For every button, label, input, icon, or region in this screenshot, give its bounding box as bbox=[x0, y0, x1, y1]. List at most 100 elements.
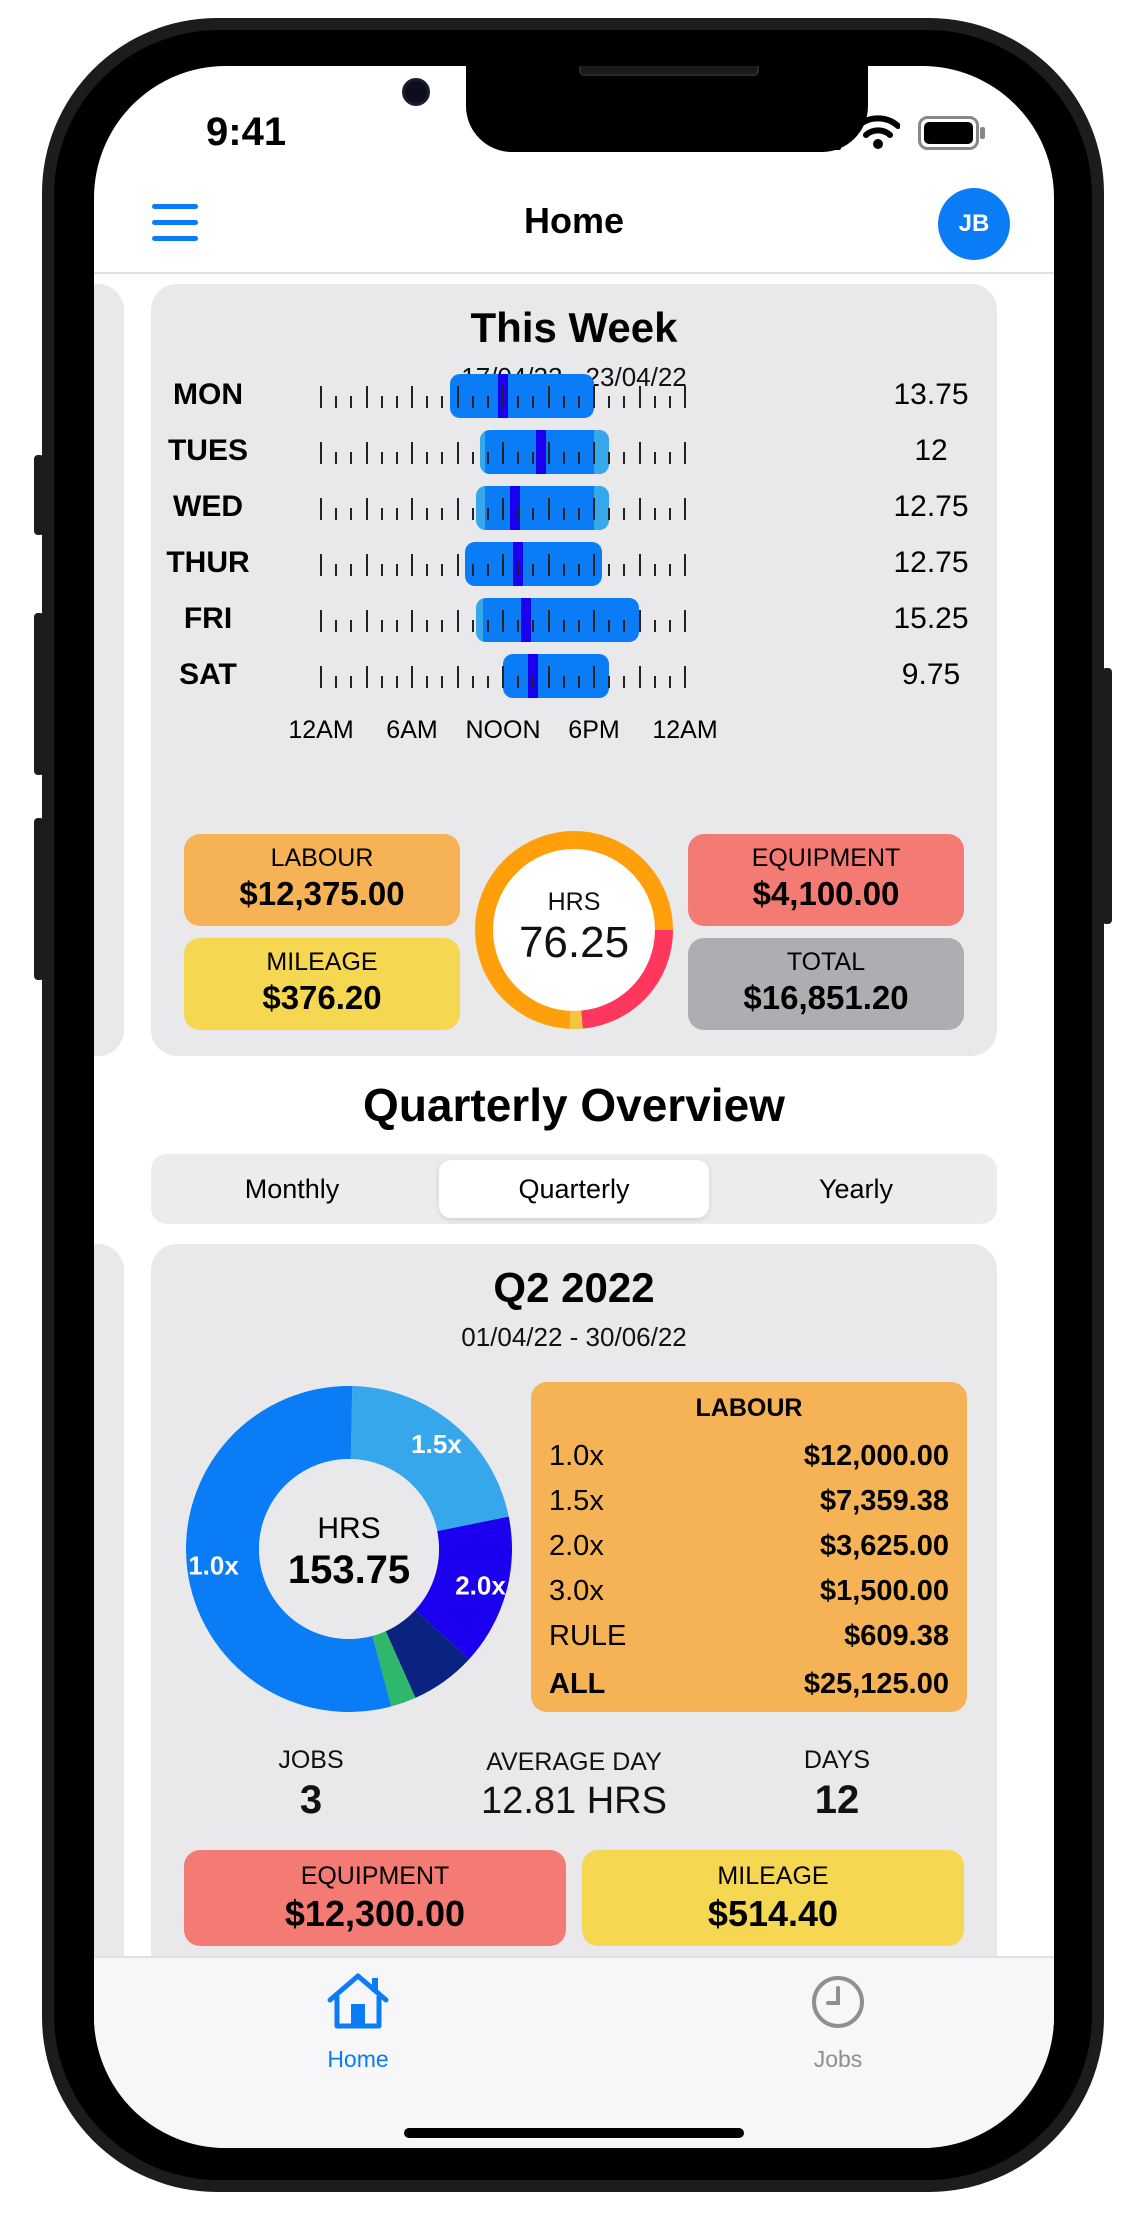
week-equipment-label: EQUIPMENT bbox=[751, 844, 901, 872]
quarter-date-range: 01/04/22 - 30/06/22 bbox=[461, 1322, 687, 1352]
timeline-tick bbox=[335, 508, 338, 520]
shift-light-segment bbox=[593, 486, 610, 530]
screen: 9:41 Home JB This Week 17/04/22 - 23/04/… bbox=[94, 66, 1054, 2148]
timeline-tick bbox=[668, 676, 671, 688]
timeline-tick bbox=[593, 386, 595, 408]
week-total-value: $16,851.20 bbox=[743, 979, 909, 1016]
timeline-tick bbox=[532, 620, 535, 632]
timeline-axis-label: 6PM bbox=[568, 716, 620, 744]
quarter-mileage-value: $514.40 bbox=[707, 1893, 839, 1934]
quarter-equipment-box: EQUIPMENT $12,300.00 bbox=[184, 1850, 566, 1946]
timeline-tick bbox=[517, 508, 520, 520]
tab-monthly[interactable]: Monthly bbox=[244, 1174, 340, 1204]
previous-week-card[interactable] bbox=[94, 284, 124, 1056]
home-indicator bbox=[404, 2128, 744, 2138]
week-mileage-box: MILEAGE $376.20 bbox=[184, 938, 460, 1030]
timeline-tick bbox=[623, 676, 626, 688]
quarter-equipment-label: EQUIPMENT bbox=[300, 1862, 450, 1890]
timeline-tick bbox=[547, 442, 550, 464]
labour-row-key: 1.5x bbox=[549, 1485, 604, 1517]
timeline-tick bbox=[350, 620, 353, 632]
timeline-tick bbox=[562, 396, 565, 408]
week-total-box: TOTAL $16,851.20 bbox=[688, 938, 964, 1030]
week-day-hours: 12.75 bbox=[893, 490, 969, 523]
timeline-tick bbox=[593, 498, 595, 520]
tab-home[interactable]: Home bbox=[284, 1966, 432, 2076]
tab-jobs[interactable]: Jobs bbox=[764, 1966, 912, 2076]
power-button bbox=[1102, 668, 1112, 924]
timeline-tick bbox=[684, 442, 686, 464]
timeline-tick bbox=[593, 442, 595, 464]
timeline-tick bbox=[668, 564, 671, 576]
timeline-tick bbox=[562, 676, 565, 688]
timeline-tick bbox=[380, 396, 383, 408]
donut-segment bbox=[372, 1631, 416, 1707]
notch bbox=[402, 66, 868, 152]
timeline-tick bbox=[517, 452, 520, 464]
timeline-tick bbox=[486, 620, 489, 632]
labour-row-value: $609.38 bbox=[844, 1620, 949, 1652]
timeline-tick bbox=[668, 508, 671, 520]
tab-quarterly[interactable]: Quarterly bbox=[439, 1160, 709, 1218]
timeline-tick bbox=[335, 676, 338, 688]
timeline-tick bbox=[411, 442, 413, 464]
volume-up-button bbox=[34, 613, 44, 775]
timeline-tick bbox=[380, 564, 383, 576]
week-total-label: TOTAL bbox=[786, 948, 866, 976]
timeline-tick bbox=[608, 508, 611, 520]
week-equipment-box: EQUIPMENT $4,100.00 bbox=[688, 834, 964, 926]
avatar[interactable]: JB bbox=[938, 188, 1010, 260]
week-day-hours: 12 bbox=[914, 434, 948, 467]
week-day-hours: 12.75 bbox=[893, 546, 969, 579]
tab-bar: Home Jobs bbox=[94, 1956, 1054, 2148]
timeline-tick bbox=[684, 498, 686, 520]
timeline-tick bbox=[320, 498, 322, 520]
timeline-tick bbox=[426, 452, 429, 464]
timeline-tick bbox=[577, 508, 580, 520]
timeline-tick bbox=[623, 452, 626, 464]
mute-switch bbox=[34, 455, 44, 535]
tab-jobs-label: Jobs bbox=[813, 2046, 863, 2072]
previous-quarter-card[interactable] bbox=[94, 1244, 124, 2044]
period-segmented-control: Monthly Quarterly Yearly bbox=[151, 1154, 997, 1224]
timeline-tick bbox=[502, 498, 504, 520]
labour-row-value: $12,000.00 bbox=[803, 1440, 949, 1472]
this-week-card[interactable]: This Week 17/04/22 - 23/04/22 MON13.75TU… bbox=[151, 284, 997, 1056]
timeline-tick bbox=[486, 564, 489, 576]
week-day-label: SAT bbox=[179, 658, 237, 691]
timeline-tick bbox=[562, 508, 565, 520]
shift-light-segment bbox=[594, 430, 610, 474]
timeline-tick bbox=[350, 564, 353, 576]
week-day-shift-bar[interactable] bbox=[480, 430, 610, 474]
week-mileage-value: $376.20 bbox=[262, 979, 382, 1016]
timeline-tick bbox=[486, 508, 489, 520]
labour-row: 1.5x $7,359.38 bbox=[549, 1485, 949, 1529]
week-day-shift-bar[interactable] bbox=[449, 374, 594, 418]
timeline-tick bbox=[638, 610, 641, 632]
week-title: This Week bbox=[470, 304, 678, 351]
average-day-value: 12.81 HRS bbox=[481, 1780, 667, 1822]
quarter-title: Q2 2022 bbox=[493, 1264, 655, 1311]
labour-row: RULE $609.38 bbox=[549, 1620, 949, 1664]
timeline-tick bbox=[608, 396, 611, 408]
home-icon bbox=[327, 1973, 389, 2029]
menu-icon[interactable] bbox=[152, 202, 198, 244]
speaker bbox=[579, 66, 759, 76]
week-day-shift-bar[interactable] bbox=[475, 598, 640, 642]
week-day-hours: 9.75 bbox=[901, 658, 961, 691]
timeline-tick bbox=[441, 564, 444, 576]
timeline-tick bbox=[638, 442, 641, 464]
quarter-card[interactable]: Q2 2022 01/04/22 - 30/06/22 1.5x 2.0x 1.0x… bbox=[151, 1244, 997, 2064]
week-hrs-ring bbox=[475, 831, 673, 1029]
nav-divider bbox=[94, 272, 1054, 274]
timeline-tick bbox=[532, 452, 535, 464]
labour-table-title: LABOUR bbox=[695, 1394, 803, 1422]
timeline-tick bbox=[684, 386, 686, 408]
timeline-axis-label: 12AM bbox=[652, 716, 718, 744]
timeline-tick bbox=[547, 610, 550, 632]
timeline-tick bbox=[471, 676, 474, 688]
tab-yearly[interactable]: Yearly bbox=[818, 1174, 894, 1204]
week-day-shift-bar[interactable] bbox=[475, 486, 610, 530]
labour-row: 1.0x $12,000.00 bbox=[549, 1440, 949, 1484]
timeline-tick bbox=[441, 620, 444, 632]
